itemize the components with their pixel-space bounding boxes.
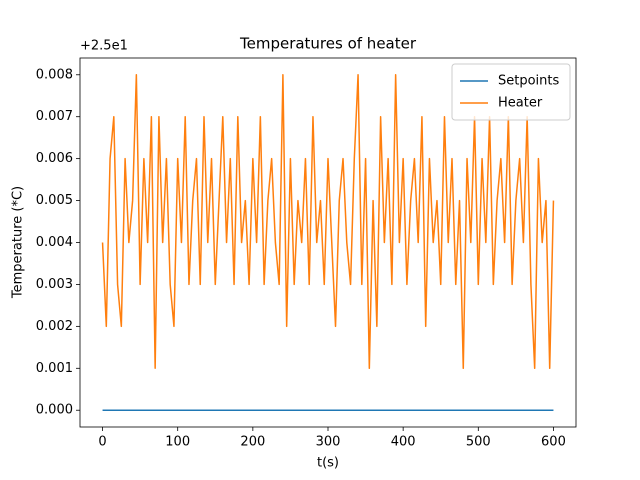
x-tick-label: 500 (466, 435, 491, 450)
series-line (101, 74, 555, 370)
chart-title: Temperatures of heater (239, 35, 417, 53)
x-axis-label: t(s) (317, 456, 339, 471)
y-tick-label: 0.005 (36, 193, 73, 208)
y-tick-label: 0.006 (36, 151, 73, 166)
x-tick-label: 300 (316, 435, 341, 450)
y-tick-label: 0.008 (36, 67, 73, 82)
x-tick-label: 200 (240, 435, 265, 450)
legend-label: Heater (498, 96, 543, 111)
legend-box (451, 63, 571, 121)
y-tick-label: 0.004 (36, 235, 73, 250)
legend-label: Setpoints (498, 74, 560, 89)
y-axis-label: Temperature (*C) (11, 186, 26, 299)
y-tick-label: 0.007 (36, 109, 73, 124)
plot-frame (79, 57, 577, 428)
y-tick-label: 0.001 (36, 361, 73, 376)
x-tick-label: 400 (391, 435, 416, 450)
x-tick-label: 100 (165, 435, 190, 450)
x-tick-label: 600 (541, 435, 566, 450)
y-offset-label: +2.5e1 (80, 39, 128, 54)
x-tick-label: 0 (98, 435, 106, 450)
y-tick-label: 0.003 (36, 277, 73, 292)
y-tick-label: 0.000 (36, 403, 73, 418)
y-tick-label: 0.002 (36, 319, 73, 334)
